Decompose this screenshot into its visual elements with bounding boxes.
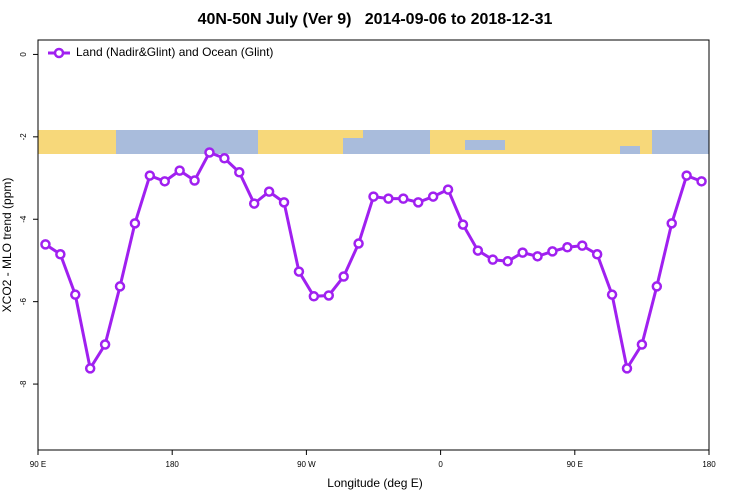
point [189,175,200,186]
x-tick-label: 90 W [297,460,316,469]
point [577,240,588,251]
point [547,246,558,257]
point [353,238,364,249]
legend-label: Land (Nadir&Glint) and Ocean (Glint) [76,45,273,59]
point [114,281,126,292]
point [487,254,499,265]
point [681,170,692,181]
point [591,249,603,260]
x-tick-label: 180 [702,460,716,469]
point [278,197,290,208]
point [263,186,275,197]
point [293,266,305,277]
x-tick-label: 0 [438,460,443,469]
point [427,191,439,202]
chart-title: 40N-50N July (Ver 9) 2014-09-06 to 2018-… [198,11,553,28]
point [219,153,230,164]
x-axis-label: Longitude (deg E) [327,476,422,490]
point [40,239,51,250]
point [696,176,707,187]
y-tick-label: 0 [19,52,28,57]
point [562,242,573,253]
point [621,363,633,374]
point [129,218,141,229]
plot-frame [37,39,710,451]
point [517,247,528,258]
map-strip [38,130,709,154]
y-tick-label: -2 [19,133,28,141]
point [651,281,663,292]
y-tick-label: -8 [19,380,28,388]
point [502,256,513,267]
point [84,363,96,374]
point [412,197,424,208]
point [159,176,170,187]
x-tick-label: 90 E [30,460,46,469]
point [323,290,335,301]
point [99,339,111,350]
point [174,165,185,176]
point [636,339,648,350]
series-line [44,150,703,373]
point [55,249,66,260]
point [368,191,379,202]
point [472,245,484,256]
point [442,184,454,195]
point [383,193,394,204]
point [398,193,409,204]
y-tick-label: -6 [19,298,28,306]
point [532,251,543,262]
y-tick-label: -4 [19,215,28,223]
point [204,147,215,158]
point [308,291,320,302]
point [70,289,81,300]
point [457,219,469,230]
point [606,289,618,300]
point [666,218,677,229]
point [144,170,156,181]
x-tick-label: 180 [166,460,180,469]
x-tick-label: 90 E [567,460,583,469]
point [234,167,245,178]
point [248,198,260,209]
y-axis-label: XCO2 - MLO trend (ppm) [0,178,14,313]
legend-marker [53,47,65,59]
point [338,271,349,282]
